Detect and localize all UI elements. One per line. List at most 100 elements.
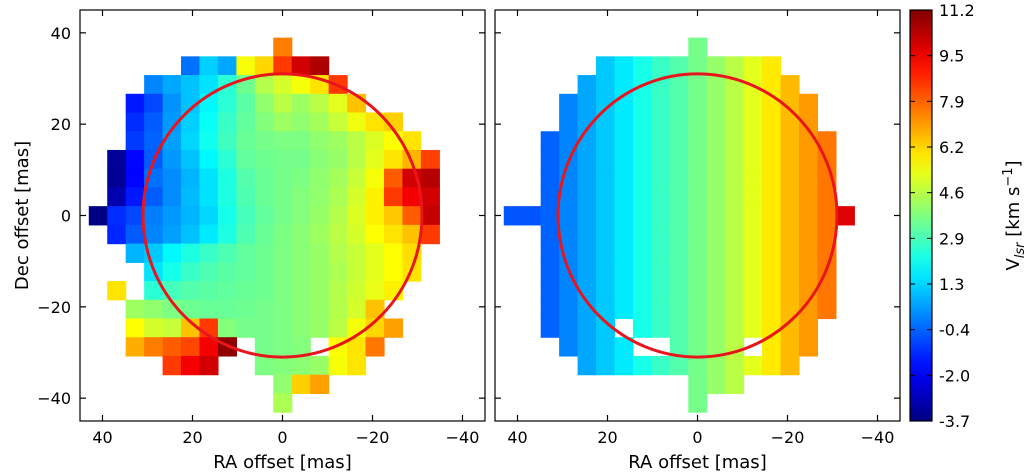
heatmap-cell — [365, 112, 385, 132]
heatmap-cell — [347, 168, 367, 189]
heatmap-cell — [651, 318, 671, 338]
heatmap-cell — [651, 93, 671, 114]
heatmap-cell — [651, 355, 671, 376]
heatmap-cell — [328, 262, 348, 282]
heatmap-cell — [725, 187, 745, 207]
heatmap-cell — [651, 262, 671, 282]
heatmap-cell — [365, 262, 385, 282]
heatmap-cell — [273, 149, 293, 170]
heatmap-cell — [273, 281, 293, 301]
heatmap-cell — [780, 168, 800, 189]
heatmap-cell — [706, 206, 726, 226]
heatmap-cell — [780, 337, 800, 357]
heatmap-cell — [254, 112, 274, 132]
heatmap-cell — [199, 262, 219, 282]
heatmap-cell — [725, 206, 745, 226]
heatmap-cell — [743, 168, 763, 189]
heatmap-cell — [273, 206, 293, 226]
heatmap-cell — [199, 187, 219, 207]
heatmap-cell — [798, 149, 819, 170]
heatmap-cell — [577, 262, 597, 282]
heatmap-cell — [291, 112, 311, 132]
heatmap-cell — [291, 299, 311, 320]
heatmap-cell — [651, 187, 671, 207]
heatmap-cell — [669, 299, 689, 320]
heatmap-cell — [780, 149, 800, 170]
heatmap-cell — [798, 187, 819, 207]
heatmap-cell — [365, 337, 385, 357]
heatmap-cell — [817, 131, 837, 151]
heatmap-cell — [181, 318, 201, 338]
heatmap-cell — [162, 93, 182, 114]
heatmap-cell — [614, 112, 634, 132]
heatmap-cell — [577, 337, 597, 357]
heatmap-cell — [217, 56, 237, 76]
heatmap-cell — [743, 56, 763, 76]
heatmap-cell — [596, 187, 616, 207]
heatmap-cell — [688, 93, 708, 114]
heatmap-cell — [347, 281, 367, 301]
heatmap-cell — [291, 374, 311, 394]
heatmap-cell — [669, 281, 689, 301]
heatmap-cell — [706, 187, 726, 207]
heatmap-cell — [199, 337, 219, 357]
heatmap-cell — [162, 224, 182, 245]
heatmap-cell — [725, 112, 745, 132]
x-tick-label: −40 — [446, 428, 480, 447]
heatmap-cell — [236, 56, 256, 76]
heatmap-cell — [310, 299, 330, 320]
heatmap-cell — [540, 262, 560, 282]
heatmap-cell — [328, 206, 348, 226]
heatmap-cell — [743, 243, 763, 263]
heatmap-cell — [162, 243, 182, 263]
heatmap-cell — [798, 243, 819, 263]
heatmap-cell — [688, 281, 708, 301]
heatmap-cell — [328, 281, 348, 301]
heatmap-cell — [199, 243, 219, 263]
heatmap-cell — [254, 206, 274, 226]
heatmap-cell — [310, 93, 330, 114]
heatmap-cell — [144, 281, 164, 301]
heatmap-cell — [273, 93, 293, 114]
heatmap-cell — [365, 224, 385, 245]
heatmap-cell — [365, 131, 385, 151]
heatmap-cell — [125, 149, 145, 170]
x-tick-label: 20 — [597, 428, 617, 447]
heatmap-cell — [577, 355, 597, 376]
heatmap-cell — [706, 374, 726, 394]
heatmap-cell — [596, 281, 616, 301]
heatmap-cell — [614, 224, 634, 245]
heatmap-cell — [310, 56, 330, 76]
heatmap-cell — [254, 318, 274, 338]
colorbar-tick-label: 4.6 — [939, 184, 964, 203]
heatmap-cell — [181, 243, 201, 263]
heatmap-cell — [291, 75, 311, 95]
heatmap-cell — [328, 243, 348, 263]
heatmap-cell — [688, 149, 708, 170]
heatmap-cell — [688, 299, 708, 320]
heatmap-cell — [540, 281, 560, 301]
heatmap-cell — [199, 224, 219, 245]
heatmap-cell — [328, 318, 348, 338]
heatmap-cell — [780, 224, 800, 245]
heatmap-cell — [706, 93, 726, 114]
heatmap-cell — [328, 168, 348, 189]
heatmap-cell — [420, 224, 440, 245]
heatmap-cell — [798, 224, 819, 245]
heatmap-cell — [651, 131, 671, 151]
heatmap-cell — [725, 374, 745, 394]
heatmap-cell — [199, 168, 219, 189]
heatmap-cell — [706, 355, 726, 376]
heatmap-cell — [725, 262, 745, 282]
heatmap-cell — [273, 224, 293, 245]
heatmap-cell — [688, 112, 708, 132]
colorbar-gradient — [909, 9, 933, 422]
heatmap-cell — [365, 299, 385, 320]
heatmap-cell — [291, 337, 311, 357]
heatmap-cell — [762, 337, 782, 357]
heatmap-cell — [632, 262, 652, 282]
heatmap-cell — [310, 168, 330, 189]
heatmap-cell — [254, 168, 274, 189]
heatmap-cell — [706, 281, 726, 301]
